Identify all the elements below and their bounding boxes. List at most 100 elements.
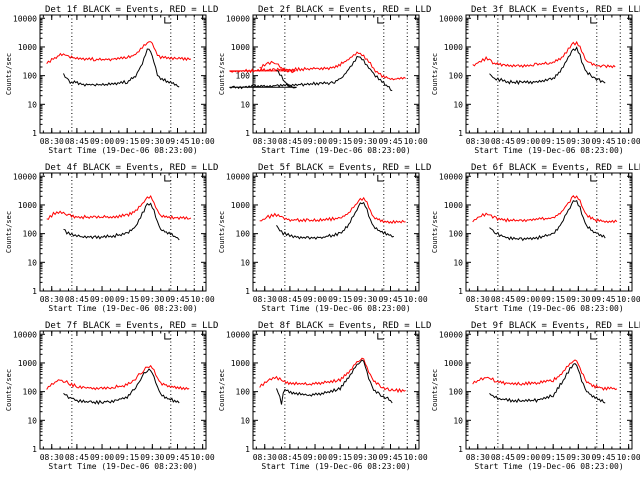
plot-frame: [465, 14, 633, 134]
plot-frame: [465, 330, 633, 450]
x-tick-label: 09:45: [378, 453, 402, 462]
y-tick-label: 10000: [439, 14, 463, 23]
attenuator-marker: [377, 333, 384, 340]
y-tick-label: 1: [245, 287, 250, 296]
y-tick-label: 10: [27, 100, 37, 109]
y-axis-label: Counts/sec: [218, 53, 226, 95]
x-tick-label: 08:45: [491, 453, 515, 462]
x-tick-label: 09:00: [516, 453, 540, 462]
x-tick-label: 09:15: [115, 137, 139, 146]
lld-series-line: [46, 41, 192, 64]
y-tick-label: 10000: [13, 14, 37, 23]
detector-panel-3: Det 3f BLACK = Events, RED = LLD 1 10 100 10…: [431, 5, 640, 155]
x-tick-label: 08:45: [65, 295, 89, 304]
x-axis-label: Start Time (19-Dec-06 08:23:00): [261, 462, 410, 471]
x-tick-label: 10:00: [404, 295, 428, 304]
x-tick-label: 09:30: [566, 137, 590, 146]
plot-frame: [39, 330, 207, 450]
y-tick-label: 1: [458, 129, 463, 138]
detector-panel-4: Det 4f BLACK = Events, RED = LLD 1 10 100 10…: [5, 163, 218, 313]
y-tick-label: 1000: [18, 359, 37, 368]
y-tick-label: 10000: [13, 172, 37, 181]
y-tick-label: 1000: [444, 201, 463, 210]
y-tick-label: 1: [458, 445, 463, 454]
x-tick-label: 08:45: [491, 137, 515, 146]
x-axis-label: Start Time (19-Dec-06 08:23:00): [261, 146, 410, 155]
x-tick-label: 09:30: [140, 295, 164, 304]
x-tick-label: 09:30: [566, 453, 590, 462]
panel-title: Det 3f BLACK = Events, RED = LLD: [471, 5, 640, 15]
y-tick-label: 10000: [439, 330, 463, 339]
plot-frame: [252, 172, 420, 292]
y-tick-label: 100: [449, 388, 464, 397]
y-tick-label: 1000: [231, 43, 250, 52]
y-tick-label: 1: [32, 445, 37, 454]
y-tick-label: 100: [23, 72, 38, 81]
y-tick-label: 10000: [13, 330, 37, 339]
events-series-line: [489, 200, 606, 242]
attenuator-marker: [377, 17, 384, 24]
x-tick-label: 09:00: [516, 295, 540, 304]
x-tick-label: 09:15: [328, 453, 352, 462]
detector-panel-5: Det 5f BLACK = Events, RED = LLD 1 10 100 10…: [218, 163, 431, 313]
x-tick-label: 08:45: [65, 453, 89, 462]
y-tick-label: 10: [240, 416, 250, 425]
x-tick-label: 09:00: [303, 295, 327, 304]
y-tick-label: 1000: [231, 359, 250, 368]
x-tick-label: 08:30: [466, 453, 490, 462]
x-tick-label: 09:45: [165, 453, 189, 462]
x-tick-label: 09:15: [541, 137, 565, 146]
x-tick-label: 08:30: [466, 137, 490, 146]
y-tick-label: 100: [449, 72, 464, 81]
x-tick-label: 09:45: [378, 137, 402, 146]
x-tick-label: 10:00: [404, 137, 428, 146]
y-tick-label: 10: [453, 416, 463, 425]
y-tick-label: 100: [236, 72, 251, 81]
x-tick-label: 09:15: [115, 295, 139, 304]
x-tick-label: 08:30: [466, 295, 490, 304]
panel-title: Det 6f BLACK = Events, RED = LLD: [471, 163, 640, 173]
x-tick-label: 10:00: [617, 137, 640, 146]
y-tick-label: 10000: [226, 330, 250, 339]
x-tick-label: 09:30: [566, 295, 590, 304]
events-series-line: [229, 55, 393, 92]
y-tick-label: 10: [27, 258, 37, 267]
x-tick-label: 08:30: [253, 453, 277, 462]
panel-title: Det 9f BLACK = Events, RED = LLD: [471, 321, 640, 331]
x-tick-label: 08:45: [491, 295, 515, 304]
x-tick-label: 09:45: [591, 295, 615, 304]
events-series-line: [63, 368, 180, 406]
lld-series-line: [229, 51, 406, 81]
y-tick-label: 10000: [226, 14, 250, 23]
y-axis-label: Counts/sec: [5, 211, 13, 253]
x-tick-label: 08:30: [40, 295, 64, 304]
x-tick-label: 09:15: [328, 295, 352, 304]
x-axis-label: Start Time (19-Dec-06 08:23:00): [48, 462, 197, 471]
x-axis-label: Start Time (19-Dec-06 08:23:00): [48, 304, 197, 313]
x-axis-label: Start Time (19-Dec-06 08:23:00): [474, 146, 623, 155]
detector-panel-7: Det 7f BLACK = Events, RED = LLD 1 10 100 10…: [5, 321, 218, 471]
x-tick-label: 09:45: [378, 295, 402, 304]
attenuator-marker: [590, 175, 597, 182]
y-tick-label: 1: [32, 287, 37, 296]
y-tick-label: 1: [458, 287, 463, 296]
y-axis-label: Counts/sec: [218, 211, 226, 253]
x-tick-label: 10:00: [191, 453, 215, 462]
x-tick-label: 09:30: [353, 137, 377, 146]
x-tick-label: 09:30: [140, 137, 164, 146]
x-tick-label: 09:00: [303, 453, 327, 462]
lld-series-line: [46, 195, 192, 221]
events-series-line: [63, 202, 180, 241]
x-tick-label: 09:00: [516, 137, 540, 146]
x-tick-label: 09:30: [353, 453, 377, 462]
attenuator-marker: [164, 175, 171, 182]
panel-title: Det 1f BLACK = Events, RED = LLD: [45, 5, 218, 15]
x-axis-label: Start Time (19-Dec-06 08:23:00): [474, 462, 623, 471]
detector-panel-8: Det 8f BLACK = Events, RED = LLD 1 10 100 10…: [218, 321, 431, 471]
x-tick-label: 08:45: [278, 453, 302, 462]
events-series-line: [276, 359, 393, 405]
x-tick-label: 09:30: [140, 453, 164, 462]
lld-series-line: [259, 357, 406, 394]
events-series-line: [276, 201, 394, 240]
